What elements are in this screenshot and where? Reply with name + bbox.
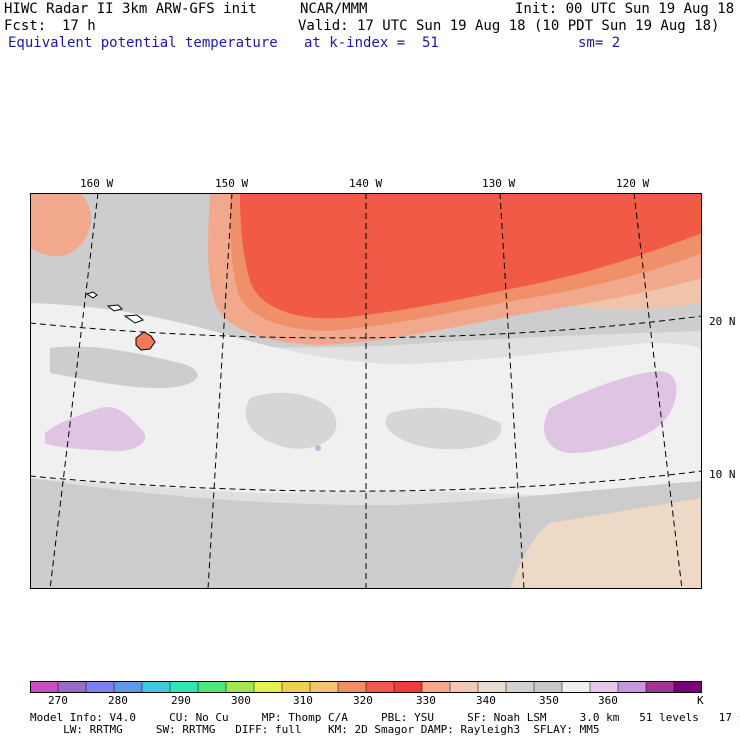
island-oahu — [106, 304, 123, 312]
colorbar-label-330: 330 — [416, 694, 436, 707]
lon-label-140w: 140 W — [349, 177, 383, 190]
colorbar-cell — [365, 681, 395, 693]
colorbar-cell — [477, 681, 507, 693]
field-name: Equivalent potential temperature — [8, 35, 278, 51]
island-big-island — [135, 331, 156, 351]
colorbar-cell — [673, 681, 702, 693]
colorbar-cell — [309, 681, 339, 693]
center-label: NCAR/MMM — [300, 1, 368, 17]
island-kauai — [85, 291, 98, 299]
hurricane-eye — [315, 445, 321, 451]
forecast-hour: 17 h — [62, 18, 96, 34]
colorbar-cell — [281, 681, 311, 693]
purple-patch-east — [544, 371, 677, 454]
colorbar-cell — [533, 681, 563, 693]
init-time: Init: 00 UTC Sun 19 Aug 18 — [515, 1, 735, 17]
colorbar-cell — [645, 681, 675, 693]
colorbar-label-350: 350 — [539, 694, 559, 707]
colorbar-cell — [421, 681, 451, 693]
colorbar-cell — [85, 681, 115, 693]
lon-line-150w — [207, 193, 233, 589]
colorbar-cell — [561, 681, 591, 693]
gray-blob-west — [50, 346, 198, 388]
smoothing-value: sm= 2 — [578, 35, 621, 51]
northwest-warm-region — [30, 193, 91, 257]
forecast-label: Fcst: — [4, 18, 47, 34]
lon-line-160w — [49, 193, 99, 589]
colorbar-cell — [337, 681, 367, 693]
purple-patch-west — [45, 407, 146, 452]
lon-line-120w — [633, 193, 683, 589]
model-info-line1: Model Info: V4.0 CU: No Cu MP: Thomp C/A… — [30, 711, 740, 724]
island-maui-group — [123, 314, 144, 324]
lat-label-10n: 10 N — [709, 468, 736, 481]
colorbar-cell — [505, 681, 535, 693]
colorbar-label-310: 310 — [293, 694, 313, 707]
valid-time: Valid: 17 UTC Sun 19 Aug 18 (10 PDT Sun … — [298, 18, 720, 34]
lat-label-20n: 20 N — [709, 315, 736, 328]
colorbar-label-360: 360 — [598, 694, 618, 707]
colorbar-label-280: 280 — [108, 694, 128, 707]
cyclone-cloud — [245, 392, 337, 449]
colorbar-cell — [589, 681, 619, 693]
colorbar-cell — [197, 681, 227, 693]
model-info-line2: LW: RRTMG SW: RRTMG DIFF: full KM: 2D Sm… — [30, 723, 600, 736]
colorbar-cell — [30, 681, 59, 693]
colorbar-label-300: 300 — [231, 694, 251, 707]
colorbar-cell — [617, 681, 647, 693]
lon-label-130w: 130 W — [482, 177, 516, 190]
colorbar-cell — [449, 681, 479, 693]
colorbar-cell — [141, 681, 171, 693]
colorbar — [30, 681, 702, 693]
colorbar-label-320: 320 — [353, 694, 373, 707]
colorbar-unit: K — [697, 694, 704, 707]
graticule — [30, 193, 702, 589]
gray-blob-central — [385, 407, 502, 450]
red-core — [240, 193, 702, 319]
southeast-warm-region — [510, 498, 702, 589]
lon-line-130w — [499, 193, 525, 589]
colorbar-cell — [253, 681, 283, 693]
colorbar-frame — [30, 681, 702, 693]
colorbar-label-340: 340 — [476, 694, 496, 707]
colorbar-cell — [225, 681, 255, 693]
colorbar-cell — [113, 681, 143, 693]
colorbar-cell — [393, 681, 423, 693]
colorbar-cell — [57, 681, 87, 693]
lon-label-160w: 160 W — [80, 177, 114, 190]
lon-label-120w: 120 W — [616, 177, 650, 190]
lon-label-150w: 150 W — [215, 177, 249, 190]
model-title: HIWC Radar II 3km ARW-GFS init — [4, 1, 257, 17]
colorbar-cell — [169, 681, 199, 693]
colorbar-label-290: 290 — [171, 694, 191, 707]
colorbar-label-270: 270 — [48, 694, 68, 707]
level-index: at k-index = 51 — [304, 35, 439, 51]
map-frame — [30, 193, 702, 589]
theta-e-map — [30, 193, 702, 589]
